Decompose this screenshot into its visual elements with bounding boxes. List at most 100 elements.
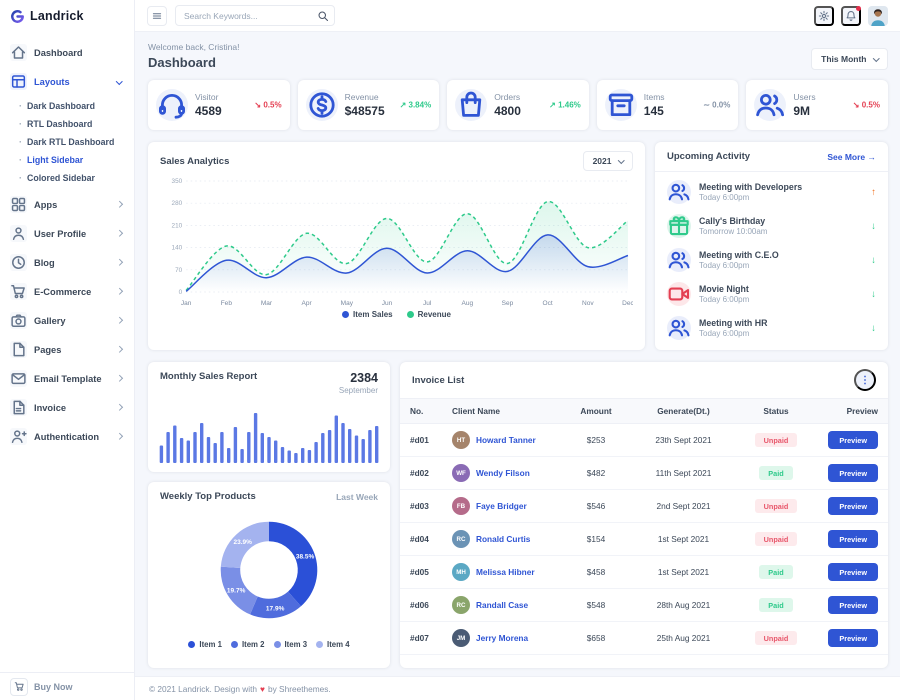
client-name-link[interactable]: Randall Case (476, 600, 529, 610)
client-name-link[interactable]: Howard Tanner (476, 435, 536, 445)
sidebar-subitem-dark-rtl-dashboard[interactable]: · Dark RTL Dashboard (0, 133, 134, 151)
people-icon (667, 316, 691, 340)
invoice-no: #d03 (400, 489, 442, 523)
client-name-link[interactable]: Faye Bridger (476, 501, 527, 511)
gear-icon (818, 10, 830, 22)
activity-item-meeting-with-hr[interactable]: Meeting with HR Today 6:00pm ↓ (667, 311, 876, 345)
stat-value: 9M (793, 104, 811, 118)
invoice-date: 1st Sept 2021 (631, 555, 736, 589)
topbar (135, 0, 900, 32)
dollar-icon (305, 89, 338, 121)
buy-now-button[interactable]: Buy Now (0, 672, 134, 700)
stat-value: 4800 (494, 104, 521, 118)
client-avatar: FB (452, 497, 470, 515)
bullet-icon: · (19, 119, 22, 129)
svg-text:0: 0 (179, 289, 183, 296)
year-select[interactable]: 2021 (582, 151, 633, 171)
col-client: Client Name (442, 398, 561, 424)
see-more-link[interactable]: See More → (827, 151, 876, 162)
client-name-link[interactable]: Wendy Filson (476, 468, 530, 478)
user-avatar[interactable] (868, 5, 888, 26)
sidebar-subitem-dark-dashboard[interactable]: · Dark Dashboard (0, 97, 134, 115)
sidebar-subitem-rtl-dashboard[interactable]: · RTL Dashboard (0, 115, 134, 133)
activity-item-meeting-with-developers[interactable]: Meeting with Developers Today 6:00pm ↑ (667, 175, 876, 209)
sidebar-subitem-light-sidebar[interactable]: · Light Sidebar (0, 151, 134, 169)
invoice-amount: $548 (561, 588, 631, 622)
client-name-link[interactable]: Ronald Curtis (476, 534, 531, 544)
brand-name: Landrick (30, 9, 84, 23)
bag-icon (455, 89, 488, 121)
hamburger-button[interactable] (147, 5, 167, 26)
home-icon (10, 44, 27, 61)
client-cell: JM Jerry Morena (452, 629, 551, 647)
invoice-list-card: Invoice List ⋮ No. Client Name Amount Ge… (400, 362, 888, 668)
sidebar-item-apps[interactable]: Apps (0, 190, 134, 219)
box-icon (604, 89, 637, 121)
preview-button[interactable]: Preview (828, 464, 878, 482)
sidebar-item-pages[interactable]: Pages (0, 335, 134, 364)
sidebar-menu: Dashboard Layouts · Dark Dashboard · RTL Dash… (0, 32, 134, 672)
stat-card-items: Items 145 ∼ 0.0% (596, 80, 739, 130)
period-select[interactable]: This Month (811, 48, 888, 70)
client-cell: MH Melissa Hibner (452, 563, 551, 581)
preview-button[interactable]: Preview (828, 563, 878, 581)
preview-button[interactable]: Preview (828, 431, 878, 449)
brand-logo[interactable]: Landrick (0, 0, 134, 32)
sidebar-subitem-colored-sidebar[interactable]: · Colored Sidebar (0, 169, 134, 187)
status-badge: Unpaid (754, 631, 798, 645)
activity-item-cally-s-birthday[interactable]: Cally's Birthday Tomorrow 10:00am ↓ (667, 209, 876, 243)
col-generate: Generate(Dt.) (631, 398, 736, 424)
sidebar-item-authentication[interactable]: Authentication (0, 422, 134, 451)
chevron-right-icon (115, 433, 122, 440)
legend-dot-icon (273, 641, 281, 648)
svg-text:May: May (341, 300, 354, 307)
sidebar-item-user-profile[interactable]: User Profile (0, 219, 134, 248)
legend-item-revenue: Revenue (406, 310, 451, 319)
activity-item-movie-night[interactable]: Movie Night Today 6:00pm ↓ (667, 277, 876, 311)
activity-item-time: Tomorrow 10:00am (699, 227, 768, 237)
activity-item-meeting-with-c-e-o[interactable]: Meeting with C.E.O Today 6:00pm ↓ (667, 243, 876, 277)
invoice-amount: $253 (561, 423, 631, 457)
client-cell: RC Ronald Curtis (452, 530, 551, 548)
svg-text:70: 70 (175, 267, 183, 274)
activity-item-time: Today 6:00pm (699, 329, 750, 339)
sidebar-item-blog[interactable]: Blog (0, 248, 134, 277)
client-name-link[interactable]: Jerry Morena (476, 633, 529, 643)
sidebar-item-label: User Profile (34, 228, 87, 239)
invoice-table: No. Client Name Amount Generate(Dt.) Sta… (400, 398, 888, 655)
stat-value: 4589 (195, 104, 222, 118)
svg-text:Aug: Aug (461, 300, 473, 307)
arrow-down-icon: ↓ (871, 254, 876, 266)
invoice-no: #d02 (400, 456, 442, 490)
preview-button[interactable]: Preview (828, 497, 878, 515)
sidebar-subitem-label: Dark Dashboard (27, 101, 95, 111)
sidebar-item-layouts[interactable]: Layouts (0, 67, 134, 96)
status-badge: Unpaid (754, 499, 798, 513)
sidebar-item-dashboard[interactable]: Dashboard (0, 38, 134, 67)
sidebar-item-email-template[interactable]: Email Template (0, 364, 134, 393)
invoice-date: 25th Aug 2021 (631, 621, 736, 655)
weekly-products-card: Weekly Top Products Last Week 38.5% 17.9%… (148, 482, 390, 668)
sidebar-item-gallery[interactable]: Gallery (0, 306, 134, 335)
invoice-menu-button[interactable]: ⋮ (854, 369, 876, 391)
client-cell: RC Randall Case (452, 596, 551, 614)
search-input[interactable] (175, 5, 335, 26)
settings-button[interactable] (814, 5, 834, 26)
preview-button[interactable]: Preview (828, 596, 878, 614)
preview-button[interactable]: Preview (828, 530, 878, 548)
invoice-no: #d01 (400, 423, 442, 457)
activity-item-time: Today 6:00pm (699, 295, 750, 305)
sidebar-item-label: Authentication (34, 431, 100, 442)
trend-down-indicator: ↘ 0.5% (254, 100, 282, 110)
invoice-amount: $458 (561, 555, 631, 589)
sidebar-item-e-commerce[interactable]: E-Commerce (0, 277, 134, 306)
sales-analytics-title: Sales Analytics (160, 155, 230, 167)
preview-button[interactable]: Preview (828, 629, 878, 647)
sidebar-item-invoice[interactable]: Invoice (0, 393, 134, 422)
notifications-button[interactable] (841, 5, 861, 26)
weekly-products-range: Last Week (336, 491, 378, 502)
user-plus-icon (10, 428, 27, 445)
client-name-link[interactable]: Melissa Hibner (476, 567, 535, 577)
stat-card-visitor: Visitor 4589 ↘ 0.5% (148, 80, 290, 130)
activity-item-title: Cally's Birthday (699, 215, 766, 226)
